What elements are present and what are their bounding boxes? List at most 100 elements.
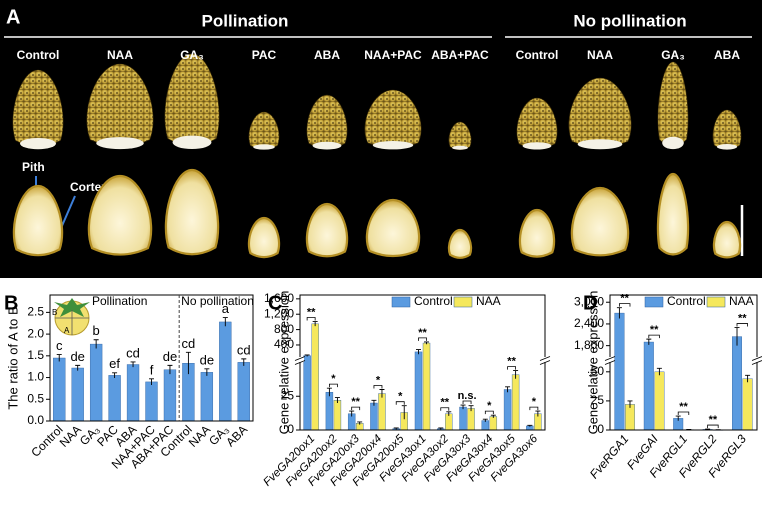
fruit-base [577,139,623,150]
error-bar [379,389,385,398]
bar [53,357,66,422]
bar [414,351,423,431]
y-axis-label: The ratio of A to B [5,306,20,409]
significance-letter: de [200,352,214,367]
fruit-section [365,198,421,258]
error-bar [438,427,444,430]
error-bar [490,414,496,418]
axis-break [294,356,306,365]
significance-bracket [529,406,539,411]
panel-letter: A [6,6,20,28]
error-bar [167,364,173,375]
error-bar [93,339,99,349]
legend-label: Control [414,294,453,308]
error-bar [241,358,247,366]
significance-letter: c [56,338,63,353]
significance-bracket [648,334,660,339]
error-bar [424,341,430,345]
bar [459,406,467,431]
error-bar [357,421,363,425]
inset-diagram: B A [52,298,90,336]
fruit-base [662,136,684,150]
significance-mark: * [532,396,537,408]
significance-bracket [677,411,690,416]
fruit-base [452,145,468,150]
inset-label: B [52,308,57,317]
legend-label: NAA [476,294,501,308]
fruit-whole [448,121,472,151]
bar [370,402,378,431]
significance-mark: ** [418,327,427,339]
axis-break-gap [541,357,549,362]
bar [732,336,743,431]
y-axis-label: Gene relative expression [585,291,600,435]
x-tick-label: ABA [223,422,250,449]
error-bar [734,327,740,346]
inset-calyx [54,298,90,317]
bar [311,323,319,431]
significance-mark: * [398,391,403,403]
error-bar [326,387,332,397]
y-tick-label: 1.5 [27,348,44,362]
bar [481,420,490,431]
y-tick-label: 0.5 [27,391,44,405]
fruit-section [570,186,630,257]
treatment-label: Control [17,48,60,62]
bar [303,355,311,431]
bar [237,362,250,422]
significance-letter: cd [237,342,251,357]
significance-bracket [395,401,405,405]
bar [219,321,232,422]
y-tick-label: 2,400 [574,316,604,330]
bar [467,408,475,431]
bar [108,375,121,422]
significance-mark: * [331,373,336,385]
error-bar [334,397,340,403]
fruit-section [164,168,220,256]
error-bar [460,404,466,410]
fruit-base [312,141,342,150]
significance-bracket [329,383,338,388]
y-tick-label: 1,200 [264,306,294,320]
bar [333,400,342,431]
y-tick-label: 0 [597,422,604,436]
fruit-base [522,142,552,150]
axes-frame [49,294,254,422]
axis-break [539,356,551,365]
significance-mark: * [376,374,381,386]
significance-bracket [484,410,494,415]
significance-bracket [351,406,361,411]
group-title: No pollination [573,11,686,30]
group-label: Pollination [92,294,147,308]
y-tick-label: 800 [274,322,294,336]
treatment-label: Control [516,48,559,62]
x-tick-label: FveRGA1 [587,432,632,481]
bar [625,404,635,431]
treatment-label: GA₃ [180,48,204,62]
error-bar [675,415,681,421]
treatment-label: ABA+PAC [431,48,489,62]
error-bar [222,317,228,327]
bar [511,374,520,431]
bar [378,393,386,431]
error-bar [75,364,81,371]
error-bar [401,405,407,420]
y-tick-label: 400 [274,337,294,351]
error-bar [393,427,399,430]
axis-break-gap [296,357,304,362]
error-bar [349,410,355,417]
error-bar [627,400,633,408]
y-tick-label: 50 [591,364,605,378]
bar [654,371,665,431]
legend-swatch [644,296,664,308]
significance-bracket [736,323,748,327]
axis-break [604,356,616,365]
significance-bracket [707,424,719,429]
bar [200,372,214,422]
legend-label: Control [667,294,706,308]
error-bar [535,410,541,417]
significance-bracket [619,303,631,307]
y-tick-label: 1.0 [27,370,44,384]
error-bar [204,368,210,376]
bar [71,367,84,422]
